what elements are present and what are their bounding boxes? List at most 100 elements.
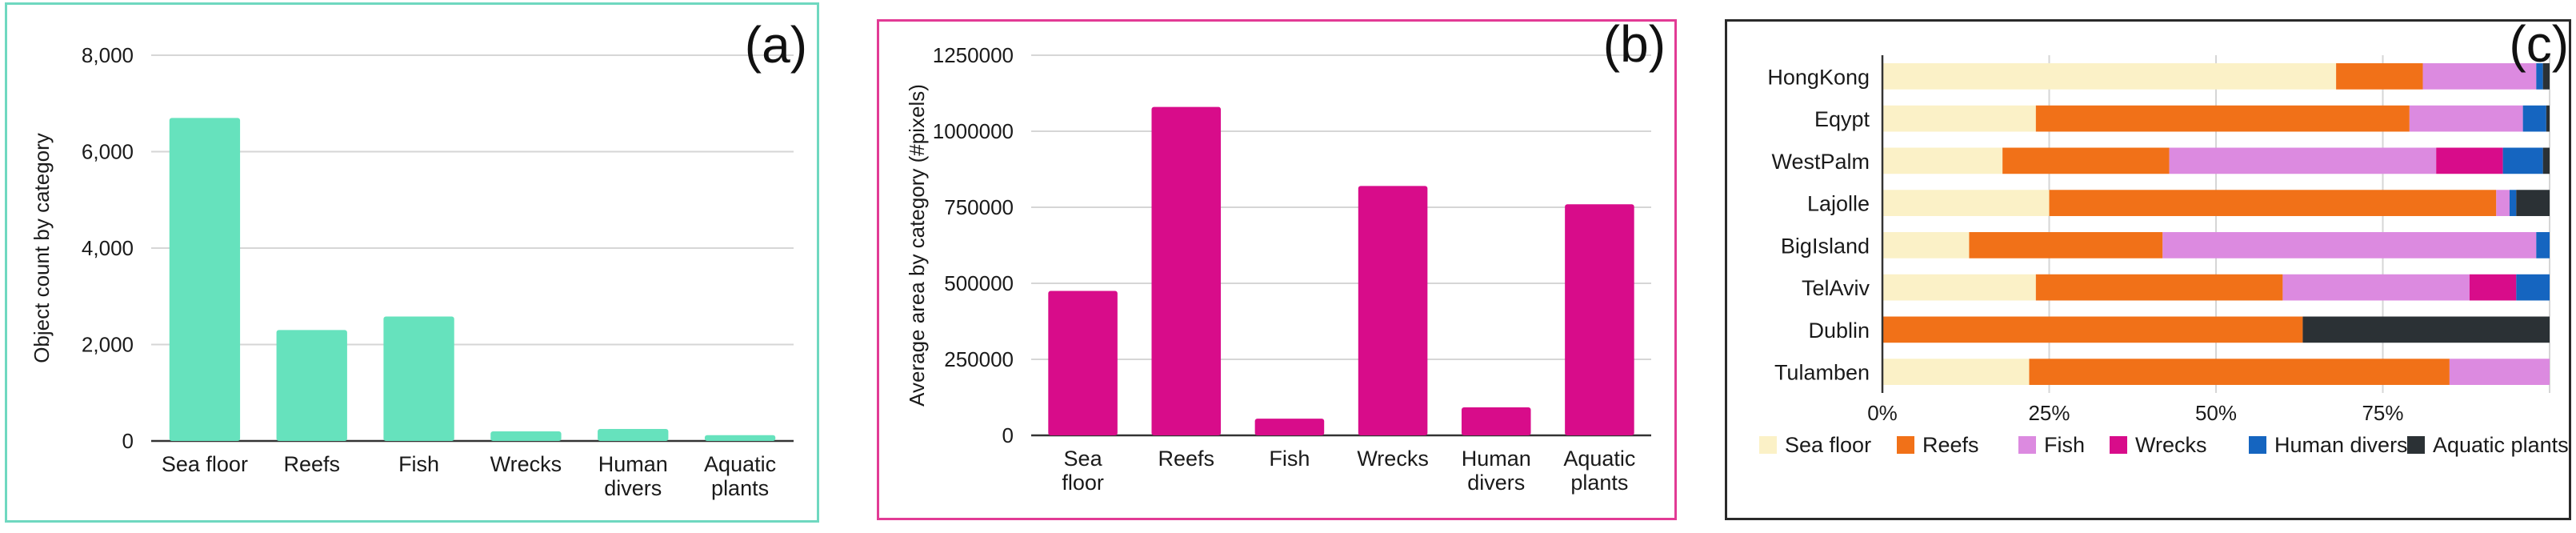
chart-a-category-label-wrecks: Wrecks [490, 452, 562, 476]
chart-c-legend-swatch-human-divers [2249, 436, 2266, 454]
chart-c-x-tick-label: 75% [2362, 401, 2403, 425]
chart-a-bar-fish [383, 316, 454, 441]
chart-a-category-label-human-divers: divers [604, 476, 662, 500]
object-count-chart: 0 2,000 4,000 6,000 8,000 Object count by cat… [30, 16, 807, 500]
chart-c-segment-westpalm-human-divers [2502, 147, 2543, 174]
chart-a-category-label-reefs: Reefs [283, 452, 340, 476]
chart-c-x-tick-label: 0% [1867, 401, 1898, 425]
chart-c-legend-label-human-divers: Human divers [2274, 433, 2408, 457]
chart-b-panel-label: (b) [1603, 15, 1666, 73]
chart-c-segment-eqypt-human-divers [2522, 105, 2546, 132]
chart-c-legend-label-wrecks: Wrecks [2135, 433, 2207, 457]
chart-a-category-label-human-divers: Human [598, 452, 668, 476]
chart-b-category-label-aquatic-plants: plants [1570, 471, 1628, 495]
chart-b-category-label-sea-floor: floor [1062, 471, 1104, 495]
chart-c-segment-eqypt-aquatic-plants [2546, 105, 2550, 132]
chart-c-legend-swatch-wrecks [2110, 436, 2127, 454]
chart-b-category-label-wrecks: Wrecks [1357, 447, 1429, 471]
chart-c-legend-label-aquatic-plants: Aquatic plants [2433, 433, 2569, 457]
chart-c-segment-lajolle-reefs [2049, 190, 2497, 216]
chart-b-category-label-human-divers: Human [1462, 447, 1531, 471]
chart-a-y-tick-label: 2,000 [82, 333, 134, 357]
chart-c-segment-dublin-aquatic-plants [2302, 316, 2550, 343]
chart-a-category-label-aquatic-plants: Aquatic [704, 452, 776, 476]
chart-b-bar-reefs [1151, 106, 1222, 435]
chart-c-segment-hongkong-sea-floor [1882, 63, 2337, 90]
chart-c-segment-hongkong-aquatic-plants [2542, 63, 2550, 90]
chart-c-segment-bigisland-sea-floor [1882, 232, 1970, 258]
chart-a-bar-sea-floor [169, 118, 241, 441]
chart-c-segment-bigisland-fish [2162, 232, 2537, 258]
chart-c-row-label-telaviv: TelAviv [1802, 276, 1870, 300]
chart-c-segment-lajolle-aquatic-plants [2516, 190, 2550, 216]
chart-a-bar-wrecks [490, 431, 562, 441]
chart-b-y-tick-label: 750000 [944, 195, 1014, 219]
chart-b-category-label-aquatic-plants: Aquatic [1563, 447, 1635, 471]
chart-c-segment-telaviv-wrecks [2469, 274, 2517, 301]
chart-a-bar-reefs [276, 330, 347, 441]
chart-b-category-label-fish: Fish [1269, 447, 1310, 471]
chart-b-y-axis-label: Average area by category (#pixels) [905, 84, 929, 407]
chart-a-category-label-aquatic-plants: plants [711, 476, 769, 500]
chart-a-category-label-fish: Fish [398, 452, 439, 476]
chart-a-y-axis-label: Object count by category [30, 133, 54, 363]
chart-c-row-label-tulamben: Tulamben [1774, 361, 1870, 385]
chart-c-x-tick-label: 25% [2028, 401, 2070, 425]
chart-c-segment-lajolle-human-divers [2509, 190, 2517, 216]
chart-a-bar-aquatic-plants [704, 435, 776, 441]
chart-a-y-tick-label: 0 [122, 429, 134, 453]
chart-c-segment-telaviv-reefs [2035, 274, 2283, 301]
chart-c-legend-label-fish: Fish [2044, 433, 2085, 457]
chart-a-category-label-sea-floor: Sea floor [162, 452, 248, 476]
chart-c-segment-hongkong-reefs [2336, 63, 2423, 90]
chart-b-y-tick-label: 250000 [944, 347, 1014, 371]
chart-c-legend-swatch-aquatic-plants [2407, 436, 2425, 454]
chart-c-segment-bigisland-human-divers [2536, 232, 2550, 258]
chart-c-x-tick-label: 50% [2195, 401, 2237, 425]
chart-c-legend-swatch-reefs [1897, 436, 1914, 454]
chart-c-segment-westpalm-fish [2169, 147, 2437, 174]
chart-c-segment-dublin-reefs [1882, 316, 2303, 343]
chart-c-segment-eqypt-sea-floor [1882, 105, 2036, 132]
chart-c-legend-swatch-fish [2018, 436, 2036, 454]
chart-c-segment-tulamben-sea-floor [1882, 359, 2030, 385]
chart-c-row-label-bigisland: BigIsland [1781, 234, 1870, 258]
chart-b-category-label-reefs: Reefs [1158, 447, 1214, 471]
location-distribution-chart: 0% 25% 50% 75% HongKong Eqypt WestPalm Lajolle B… [1759, 15, 2569, 457]
chart-c-segment-tulamben-reefs [2029, 359, 2450, 385]
chart-c-segment-hongkong-fish [2422, 63, 2537, 90]
chart-c-segment-westpalm-reefs [2002, 147, 2170, 174]
chart-a-panel-label: (a) [745, 16, 807, 74]
chart-c-segment-telaviv-human-divers [2516, 274, 2550, 301]
average-area-chart: 0 250000 500000 750000 1000000 1250000Average… [905, 15, 1666, 495]
chart-c-segment-bigisland-reefs [1969, 232, 2163, 258]
chart-c-legend-swatch-sea-floor [1759, 436, 1777, 454]
chart-c-panel-label: (c) [2509, 15, 2569, 73]
chart-c-segment-eqypt-reefs [2035, 105, 2410, 132]
chart-b-y-tick-label: 1000000 [933, 119, 1014, 143]
chart-b-bar-human-divers [1461, 407, 1531, 435]
chart-panel-a: 0 2,000 4,000 6,000 8,000 Object count by cat… [5, 2, 819, 523]
chart-b-bar-aquatic-plants [1565, 204, 1634, 435]
chart-c-row-label-lajolle: Lajolle [1807, 192, 1870, 216]
chart-b-category-label-human-divers: divers [1467, 471, 1525, 495]
chart-a-y-tick-label: 6,000 [82, 140, 134, 164]
chart-c-segment-eqypt-fish [2409, 105, 2523, 132]
chart-panel-c: 0% 25% 50% 75% HongKong Eqypt WestPalm Lajolle B… [1725, 15, 2571, 520]
chart-a-bar-human-divers [598, 428, 669, 441]
chart-c-segment-telaviv-sea-floor [1882, 274, 2036, 301]
chart-b-category-label-sea-floor: Sea [1064, 447, 1103, 471]
chart-c-segment-westpalm-sea-floor [1882, 147, 2003, 174]
chart-c-segment-telaviv-fish [2282, 274, 2470, 301]
chart-c-row-label-dublin: Dublin [1808, 319, 1870, 343]
chart-panel-b: 0 250000 500000 750000 1000000 1250000 Average… [877, 15, 1677, 520]
chart-c-row-label-hongkong: HongKong [1767, 65, 1870, 89]
chart-a-y-tick-label: 8,000 [82, 43, 134, 67]
chart-c-segment-hongkong-human-divers [2536, 63, 2543, 90]
chart-b-y-tick-label: 500000 [944, 271, 1014, 295]
chart-b-bar-wrecks [1358, 186, 1428, 435]
chart-c-segment-westpalm-aquatic-plants [2542, 147, 2550, 174]
chart-c-segment-tulamben-fish [2449, 359, 2550, 385]
chart-a-y-tick-label: 4,000 [82, 236, 134, 260]
chart-c-segment-westpalm-wrecks [2436, 147, 2503, 174]
